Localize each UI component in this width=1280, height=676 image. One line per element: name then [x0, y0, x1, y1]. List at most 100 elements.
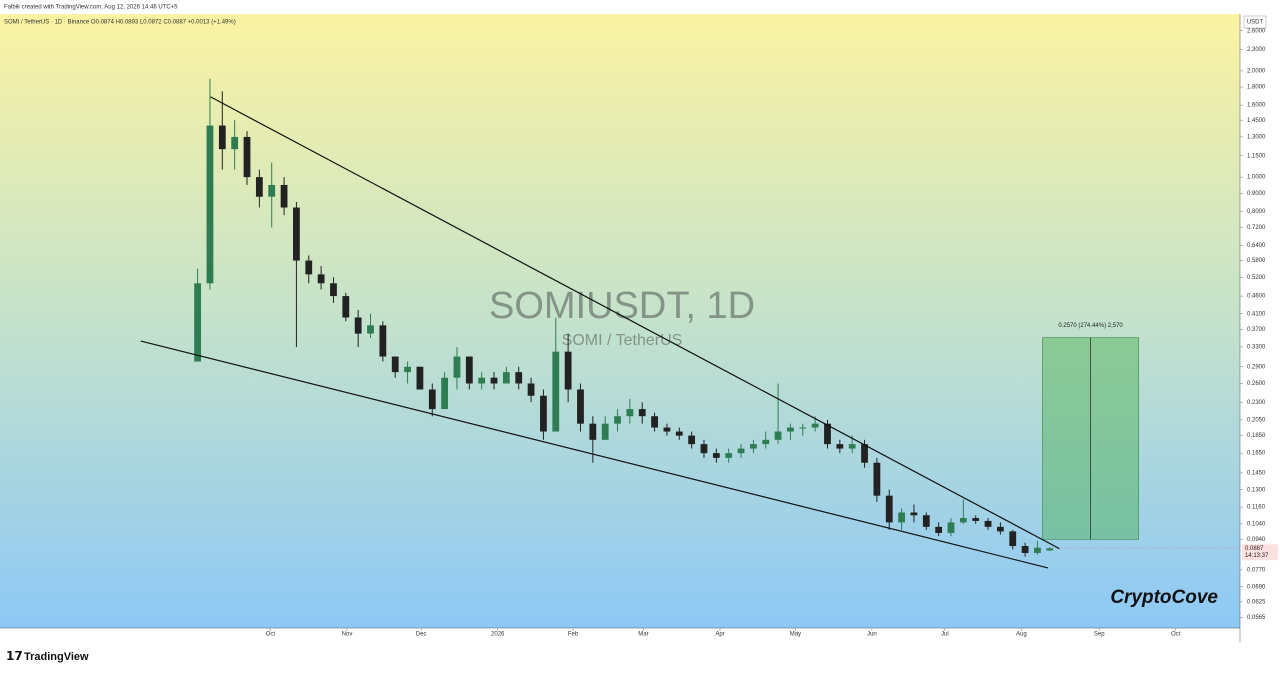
y-tick-label: 0.1450	[1247, 471, 1266, 477]
last-price-box	[1242, 544, 1278, 561]
candle-body	[1046, 548, 1054, 551]
x-tick-label: Mar	[638, 632, 648, 638]
logo-mark: 𝟭𝟳	[6, 649, 23, 663]
candle-body	[564, 351, 572, 390]
candle-body	[404, 366, 411, 373]
signature: CryptoCove	[1110, 587, 1218, 608]
y-tick-label: 0.9000	[1247, 191, 1266, 197]
candle-body	[280, 184, 288, 208]
candle-body	[502, 372, 510, 384]
y-tick-label: 0.2900	[1247, 364, 1266, 370]
trendline	[210, 96, 1060, 550]
candle-body	[231, 136, 239, 150]
candle-body	[787, 427, 794, 432]
candle-body	[416, 366, 424, 390]
y-tick-label: 0.0690	[1247, 584, 1266, 590]
x-tick-label: May	[790, 632, 801, 638]
x-tick-label: Nov	[342, 632, 353, 638]
candle-body	[749, 444, 757, 449]
y-tick-label: 0.5200	[1247, 275, 1266, 281]
last-price-label: 0.0887	[1245, 546, 1264, 552]
candle-body	[268, 184, 276, 197]
watermark-subtitle: SOMI / TetherUS	[562, 332, 683, 349]
candle-body	[342, 296, 350, 318]
candle-body	[1021, 546, 1029, 553]
y-tick-label: 0.1300	[1247, 487, 1266, 493]
y-tick-label: 0.0770	[1247, 567, 1266, 573]
y-tick-label: 1.1500	[1247, 153, 1266, 159]
candle-body	[601, 423, 609, 440]
candle-body	[490, 377, 498, 384]
candle-body	[255, 177, 263, 197]
candle-body	[885, 495, 893, 523]
y-tick-label: 0.1160	[1247, 505, 1266, 511]
candle-body	[194, 283, 202, 362]
candle-body	[465, 356, 473, 384]
candle-body	[1034, 547, 1041, 553]
countdown: 14:13:37	[1245, 553, 1269, 559]
candle-body	[453, 356, 461, 378]
x-tick-label: Jun	[867, 632, 877, 638]
y-tick-label: 0.0940	[1247, 537, 1266, 543]
candle-body	[638, 409, 646, 417]
y-tick-label: 0.0565	[1247, 615, 1266, 621]
candle-body	[984, 520, 992, 527]
candle-body	[293, 207, 300, 261]
legend: SOMI / TetherUS · 1D · Binance O0.0874 H…	[4, 20, 236, 26]
y-tick-label: 0.1850	[1247, 433, 1266, 439]
candle-body	[206, 125, 214, 284]
candle-body	[675, 431, 683, 436]
y-tick-label: 0.3700	[1247, 327, 1266, 333]
trendline	[140, 340, 1049, 569]
y-tick-label: 0.2600	[1247, 381, 1266, 387]
candle-body	[824, 423, 831, 445]
x-tick-label: Jul	[941, 632, 949, 638]
x-tick-label: 2026	[491, 632, 505, 638]
candle-body	[972, 518, 980, 521]
candle-body	[651, 416, 658, 428]
candle-body	[391, 356, 399, 373]
y-tick-label: 0.4600	[1247, 294, 1266, 300]
y-tick-label: 2.6000	[1247, 28, 1266, 34]
candle-body	[218, 125, 226, 150]
candle-body	[935, 526, 943, 533]
candle-body	[712, 453, 720, 458]
candle-body	[922, 515, 930, 527]
candle-body	[589, 423, 597, 440]
y-tick-label: 0.3300	[1247, 345, 1266, 351]
y-tick-label: 0.4100	[1247, 311, 1266, 317]
candle-body	[441, 377, 449, 410]
candle-body	[1009, 531, 1017, 547]
x-tick-label: Oct	[1171, 632, 1181, 638]
candle-body	[379, 325, 387, 357]
brand[interactable]: TradingView	[24, 651, 89, 663]
y-tick-label: 2.3000	[1247, 47, 1266, 53]
y-tick-label: 1.0000	[1247, 175, 1266, 181]
candle-body	[330, 283, 337, 297]
candle-body	[305, 260, 313, 275]
x-tick-label: Aug	[1016, 632, 1027, 638]
plot-background	[0, 14, 1240, 628]
candle-body	[540, 395, 547, 432]
candle-body	[762, 439, 770, 445]
candle-body	[243, 136, 251, 178]
candle-body	[367, 325, 374, 334]
candle-body	[577, 389, 584, 424]
candle-body	[663, 427, 671, 432]
y-tick-label: 1.6000	[1247, 103, 1266, 109]
y-tick-label: 0.7200	[1247, 225, 1266, 231]
y-tick-label: 1.8000	[1247, 85, 1266, 91]
x-tick-label: Feb	[568, 632, 579, 638]
y-tick-label: 1.3000	[1247, 134, 1266, 140]
candle-body	[626, 409, 634, 417]
candle-body	[997, 526, 1004, 532]
header: Falbik created with TradingView.com, Aug…	[4, 5, 178, 11]
y-tick-label: 0.6400	[1247, 243, 1266, 249]
candle-body	[527, 383, 535, 396]
candle-body	[873, 462, 881, 496]
x-tick-label: Sep	[1094, 632, 1105, 638]
price-axis	[1240, 14, 1280, 642]
candle-body	[478, 377, 486, 384]
candle-body	[861, 444, 868, 463]
